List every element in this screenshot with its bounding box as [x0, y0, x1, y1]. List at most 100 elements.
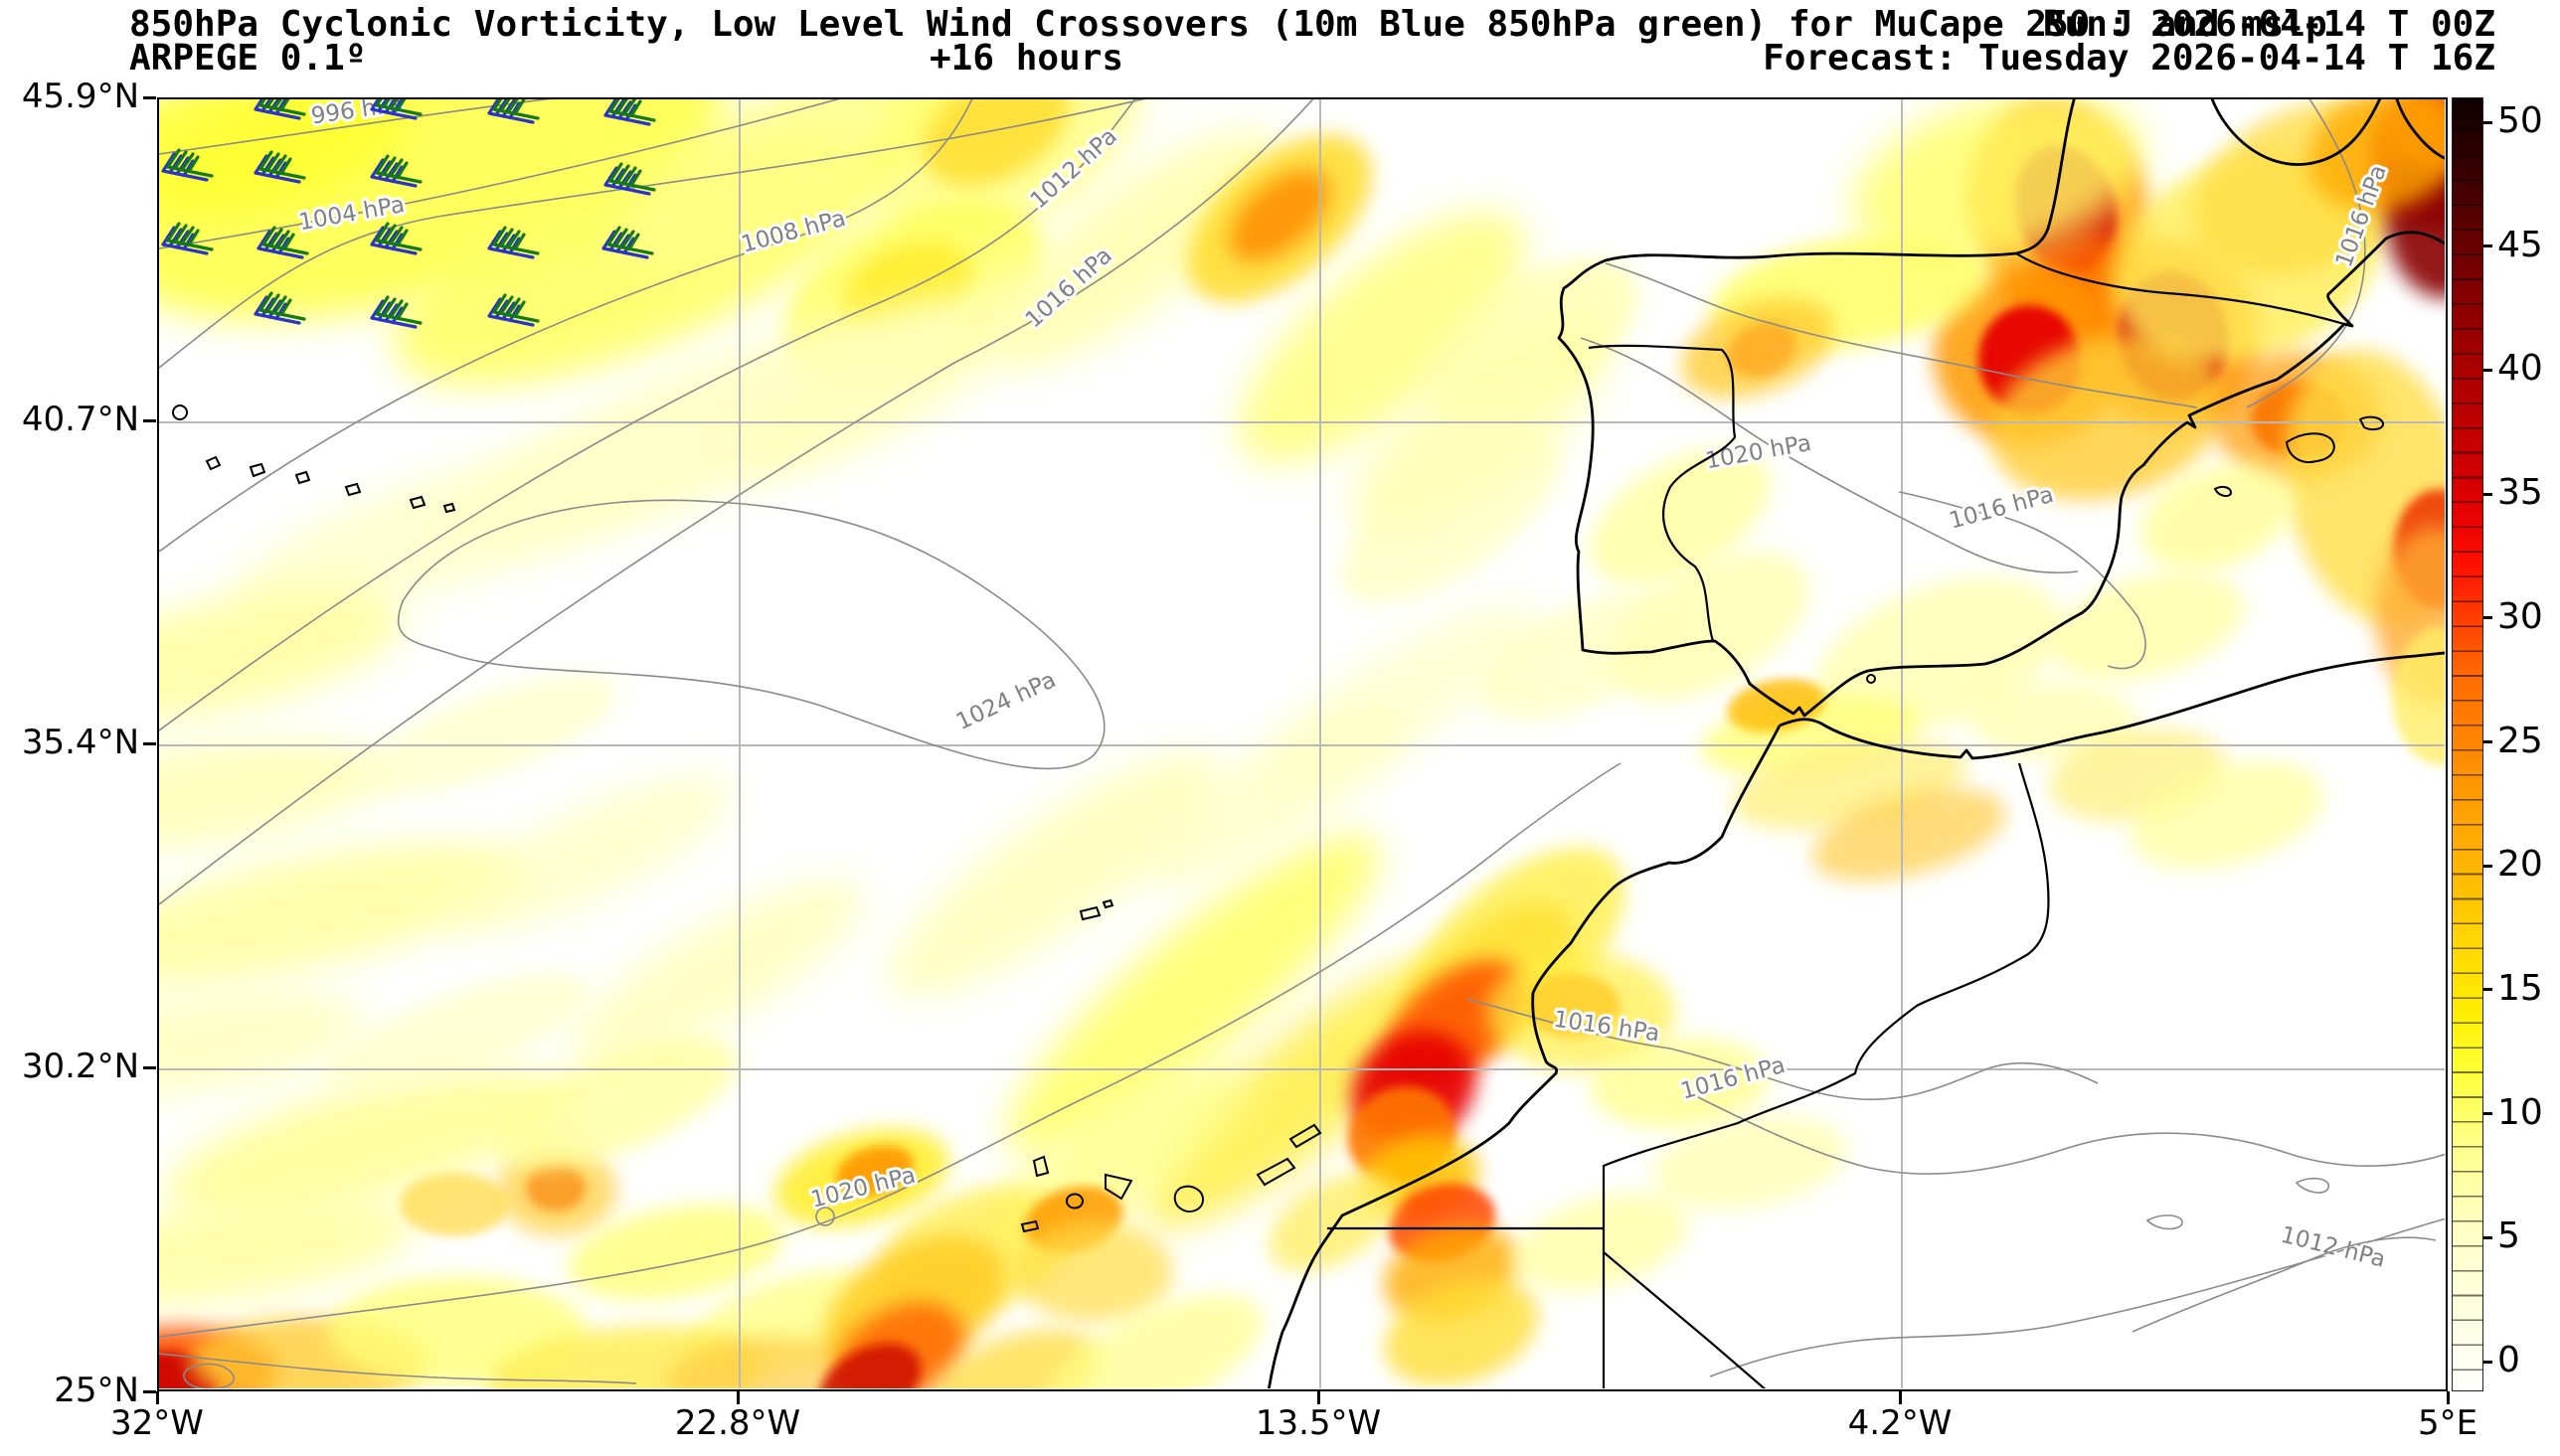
wind-barb-10m	[601, 230, 649, 259]
island-outline	[442, 502, 456, 514]
island-outline	[1288, 1123, 1322, 1149]
isobar-line	[159, 99, 1146, 369]
wind-barb-10m	[487, 230, 535, 259]
colorbar-tick-label: 10	[2497, 1091, 2543, 1133]
wind-barb-850hpa	[258, 150, 306, 180]
colorbar-tick	[2483, 244, 2492, 248]
x-axis-tick-label: 5°E	[2417, 1403, 2478, 1443]
vorticity-blob	[1014, 1222, 1173, 1322]
vorticity-blob	[159, 1198, 417, 1307]
wind-barb-pair	[161, 148, 214, 182]
x-axis-tick-label: 4.2°W	[1847, 1403, 1953, 1443]
vorticity-blob	[1269, 1173, 1396, 1272]
island-outline	[1102, 898, 1114, 909]
vorticity-blob	[230, 436, 685, 617]
wind-barb-850hpa	[258, 99, 306, 116]
x-axis-tick-label: 32°W	[110, 1403, 204, 1443]
island-outline	[1173, 1185, 1205, 1213]
vorticity-blob	[1651, 1115, 1848, 1211]
colorbar-tick-label: 50	[2497, 100, 2543, 141]
isobar-line	[1465, 998, 2099, 1101]
country-border	[1602, 762, 2050, 1388]
vorticity-blob	[835, 1145, 915, 1197]
vorticity-blob	[159, 738, 387, 852]
y-axis-tick	[143, 1065, 156, 1069]
vorticity-blob	[1513, 1193, 1688, 1292]
isobar-line	[2145, 1177, 2329, 1230]
wind-barb-pair	[601, 226, 654, 259]
run-label: Run: 2026-04-14 T 00Z	[2042, 4, 2495, 45]
isobar-line	[1605, 262, 2198, 408]
wind-barb-10m	[370, 99, 418, 120]
wind-barb-10m	[254, 295, 301, 325]
colorbar-tick-label: 45	[2497, 224, 2543, 265]
wind-barb-pair	[370, 295, 423, 329]
wind-barb-pair	[487, 99, 540, 124]
colorbar-tick	[2483, 368, 2492, 372]
wind-barb-850hpa	[492, 99, 540, 120]
wind-barb-pair	[603, 162, 656, 196]
island-outline	[1866, 674, 1877, 684]
island-outline	[1020, 1219, 1040, 1233]
wind-barb-pair	[256, 226, 309, 259]
colorbar-tick	[2483, 616, 2492, 620]
x-axis-tick-label: 22.8°W	[674, 1403, 801, 1443]
isobar-line	[183, 1363, 235, 1388]
y-axis-tick-label: 25°N	[54, 1371, 139, 1410]
wind-barb-pair	[254, 291, 306, 325]
isobar-line	[159, 99, 973, 553]
wind-barb-10m	[487, 99, 535, 124]
isobar-line	[159, 99, 840, 249]
vorticity-blob	[1340, 429, 1563, 604]
isobar-label: 1016 hPa	[1947, 482, 2056, 535]
wind-barb-pair	[370, 222, 423, 255]
y-axis-tick-label: 30.2°N	[21, 1047, 139, 1086]
coastline	[1779, 651, 2445, 760]
island-outline	[1066, 1193, 1084, 1210]
vorticity-blob	[325, 973, 590, 1094]
vorticity-blob	[1423, 258, 1639, 417]
wind-barb-10m	[370, 226, 418, 255]
isobar-line	[2132, 1236, 2437, 1333]
coastline	[1267, 725, 1782, 1388]
colorbar-tick-label: 5	[2497, 1215, 2520, 1257]
isobar-line	[1689, 1092, 2445, 1175]
x-axis-tick-label: 13.5°W	[1255, 1403, 1382, 1443]
wind-barb-10m	[161, 226, 209, 255]
vorticity-blob	[1237, 211, 1527, 465]
x-axis-tick	[1316, 1391, 1320, 1404]
wind-barb-850hpa	[606, 226, 654, 255]
vorticity-blob	[159, 99, 407, 214]
vorticity-blob	[1479, 591, 1682, 721]
vorticity-blob	[164, 1069, 572, 1216]
colorbar-tick-label: 35	[2497, 472, 2543, 514]
coastline	[1557, 99, 2445, 718]
wind-barb-850hpa	[608, 99, 656, 122]
vorticity-blob	[495, 1038, 738, 1169]
wind-barb-10m	[256, 230, 304, 259]
wind-barb-850hpa	[375, 295, 423, 325]
island-outline	[205, 455, 222, 471]
vorticity-blob	[159, 843, 523, 986]
title-bar: 850hPa Cyclonic Vorticity, Low Level Win…	[0, 0, 2560, 95]
island-outline	[2358, 415, 2384, 431]
vorticity-blob	[2130, 760, 2324, 870]
y-axis-tick	[143, 741, 156, 745]
country-border	[1603, 1251, 1767, 1388]
vorticity-blob	[2050, 571, 2245, 681]
vorticity-blob	[1990, 334, 2225, 501]
colorbar-tick	[2483, 740, 2492, 743]
island-outline	[2285, 432, 2335, 463]
vorticity-blob	[2139, 462, 2295, 571]
island-outline	[1079, 905, 1102, 921]
vorticity-blob	[1265, 603, 1539, 788]
vorticity-blob	[1384, 1277, 1539, 1386]
vorticity-blob	[619, 99, 971, 275]
wind-barb-10m	[254, 99, 301, 120]
vorticity-blob	[1145, 958, 1459, 1228]
isobar-label: 1024 hPa	[952, 667, 1060, 735]
x-axis-tick	[155, 1391, 159, 1404]
isobar-line	[815, 1207, 835, 1226]
vorticity-blob	[929, 1329, 1100, 1388]
